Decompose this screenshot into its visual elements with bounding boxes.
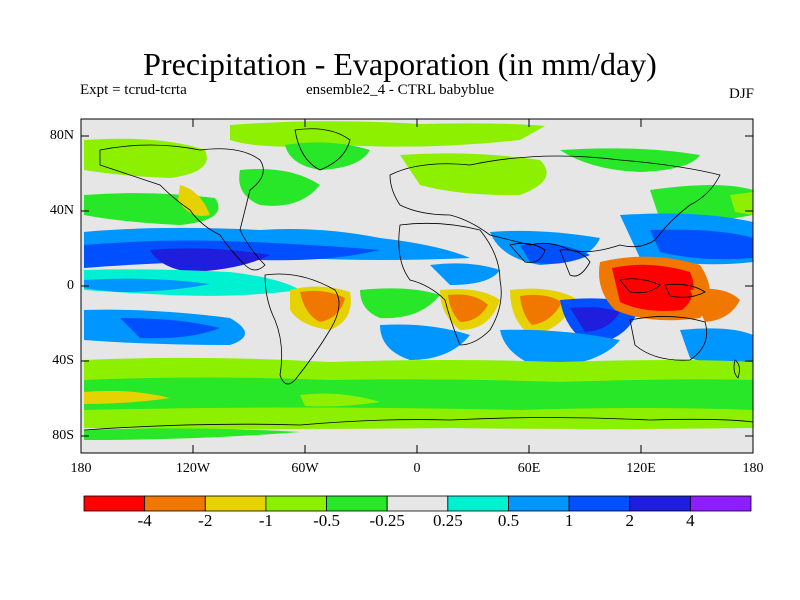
colorbar-label: -0.25: [369, 511, 405, 530]
colorbar-label: -4: [137, 511, 152, 530]
x-tick-label: 60E: [517, 461, 541, 476]
colorbar-swatch: [447, 495, 509, 512]
colorbar-label: 4: [686, 511, 695, 530]
colorbar-swatch: [629, 495, 691, 512]
season-label: DJF: [728, 86, 754, 102]
y-tick-label: 0: [67, 278, 74, 293]
x-tick-label: 120E: [626, 461, 656, 476]
contour-fields: [81, 119, 753, 453]
colorbar-swatch: [508, 495, 570, 512]
colorbar-label: 0.25: [432, 511, 463, 530]
x-tick-label: 0: [413, 461, 421, 476]
colorbar-swatch: [265, 495, 327, 512]
colorbar-label: -2: [198, 511, 213, 530]
colorbar-swatch: [386, 495, 449, 512]
colorbar-label: -1: [258, 511, 273, 530]
colorbar-label: 2: [625, 511, 634, 530]
colorbar-swatch: [83, 495, 146, 512]
plot-title: Precipitation - Evaporation (in mm/day): [143, 46, 657, 82]
colorbar: [83, 495, 752, 512]
y-tick-label: 80N: [49, 128, 74, 143]
colorbar-swatch: [568, 495, 631, 512]
x-tick-label: 180: [742, 461, 764, 476]
colorbar-swatch: [204, 495, 267, 512]
axis-ticks: [81, 119, 753, 453]
colorbar-swatch: [326, 495, 388, 512]
y-tick-label: 40N: [49, 203, 74, 218]
colorbar-label: 1: [564, 511, 574, 530]
ensemble-label: ensemble2_4 - CTRL babyblue: [306, 82, 495, 98]
colorbar-label: 0.5: [497, 511, 520, 530]
coastlines: [83, 128, 753, 431]
colorbar-swatch: [144, 495, 206, 512]
x-tick-label: 60W: [291, 461, 319, 476]
experiment-label: Expt = tcrud-tcrta: [80, 82, 187, 98]
colorbar-label: -0.5: [313, 511, 340, 530]
y-tick-label: 80S: [52, 428, 74, 443]
x-tick-label: 120W: [175, 461, 211, 476]
colorbar-swatch: [689, 495, 752, 512]
y-tick-label: 40S: [52, 353, 74, 368]
x-tick-label: 180: [70, 461, 92, 476]
